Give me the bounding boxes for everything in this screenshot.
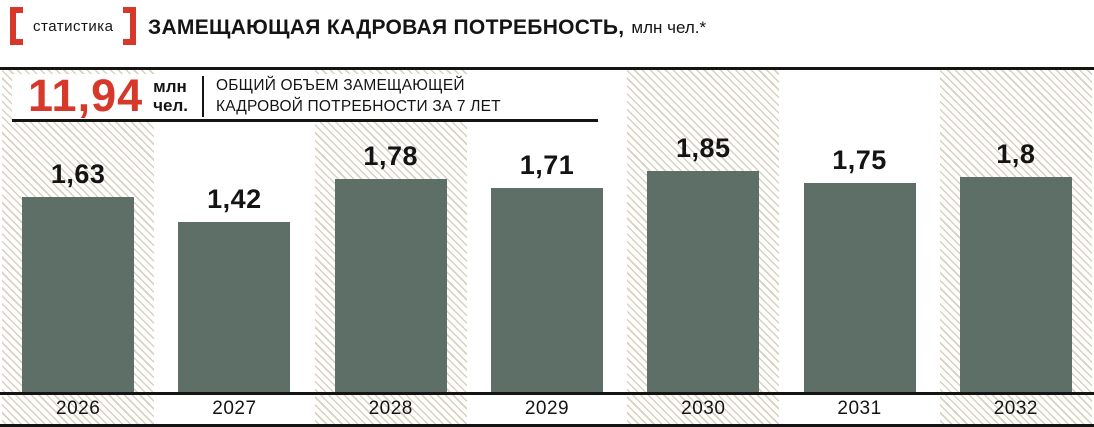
bar-value-label: 1,71 xyxy=(519,150,575,180)
bar-chart: 1,63 2026 1,42 2027 1,78 2028 1,71 2029 … xyxy=(0,70,1094,427)
right-bracket-icon xyxy=(123,7,137,45)
x-axis-label: 2027 xyxy=(212,398,257,419)
summary-units: млн чел. xyxy=(153,76,188,115)
chart-column: 1,71 2029 xyxy=(469,70,625,427)
bar xyxy=(178,222,291,392)
x-axis-label: 2030 xyxy=(681,398,726,419)
page-title: ЗАМЕЩАЮЩАЯ КАДРОВАЯ ПОТРЕБНОСТЬ, xyxy=(148,16,625,39)
summary-caption-line1: ОБЩИЙ ОБЪЕМ ЗАМЕЩАЮЩЕЙ xyxy=(216,77,465,95)
left-bracket-icon xyxy=(10,7,23,45)
chart-column: 1,42 2027 xyxy=(156,70,312,427)
chart-columns: 1,63 2026 1,42 2027 1,78 2028 1,71 2029 … xyxy=(0,70,1094,427)
bar xyxy=(647,171,760,392)
chart-column: 1,63 2026 xyxy=(0,70,156,427)
chart-column: 1,85 2030 xyxy=(625,70,781,427)
x-axis-label: 2029 xyxy=(524,398,570,419)
chart-column: 1,78 2028 xyxy=(313,70,469,427)
top-divider xyxy=(0,67,1094,70)
summary-overlay: 11,94 млн чел. ОБЩИЙ ОБЪЕМ ЗАМЕЩАЮЩЕЙ КА… xyxy=(12,74,598,122)
bar xyxy=(803,183,916,392)
page-title-wrap: ЗАМЕЩАЮЩАЯ КАДРОВАЯ ПОТРЕБНОСТЬ, млн чел… xyxy=(148,0,706,56)
x-axis-line xyxy=(0,392,1094,395)
chart-column: 1,8 2032 xyxy=(938,70,1094,427)
x-axis-label: 2028 xyxy=(368,398,413,419)
page-title-unit: млн чел.* xyxy=(631,18,707,37)
bar xyxy=(959,177,1072,392)
bar xyxy=(22,197,135,392)
bar-value-label: 1,78 xyxy=(363,141,418,171)
bottom-divider xyxy=(0,424,1094,427)
bar-value-label: 1,42 xyxy=(207,184,262,214)
bar xyxy=(334,179,447,392)
summary-total-value: 11,94 xyxy=(28,70,144,122)
bar-value-label: 1,8 xyxy=(996,139,1036,169)
bar xyxy=(490,188,603,392)
x-axis-label: 2026 xyxy=(56,398,101,419)
bar-value-label: 1,63 xyxy=(50,159,106,189)
summary-unit-line2: чел. xyxy=(153,95,188,115)
summary-caption: ОБЩИЙ ОБЪЕМ ЗАМЕЩАЮЩЕЙ КАДРОВОЙ ПОТРЕБНО… xyxy=(202,76,501,117)
badge-label: статистика xyxy=(33,17,114,35)
x-axis-label: 2031 xyxy=(837,398,882,419)
summary-unit-line1: млн xyxy=(153,76,187,96)
statistics-badge: статистика xyxy=(10,5,137,47)
summary-caption-line2: КАДРОВОЙ ПОТРЕБНОСТИ ЗА 7 ЛЕТ xyxy=(216,97,501,115)
bar-value-label: 1,75 xyxy=(832,145,887,175)
chart-column: 1,75 2031 xyxy=(781,70,937,427)
x-axis-label: 2032 xyxy=(993,398,1038,419)
bar-value-label: 1,85 xyxy=(675,133,731,163)
